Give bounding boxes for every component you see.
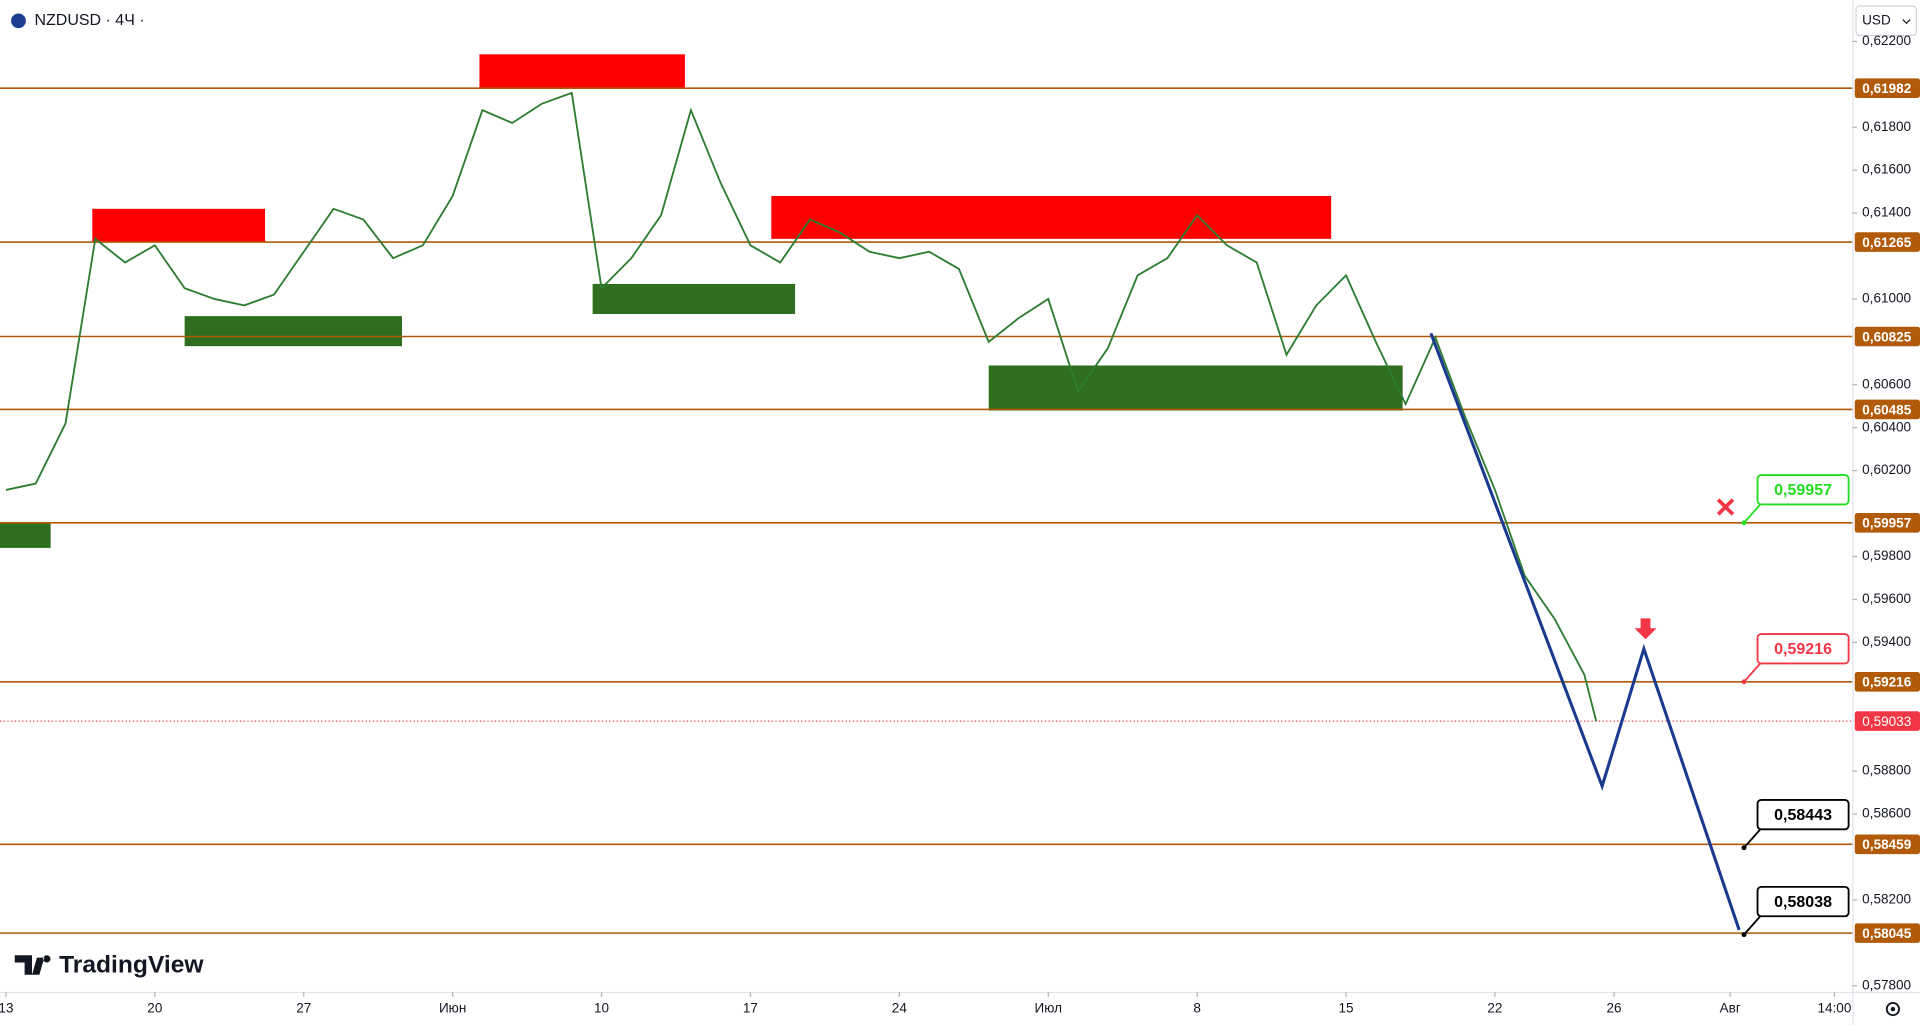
level-label: 0,59216	[1862, 675, 1911, 690]
symbol-flag	[11, 13, 26, 29]
cross-marker	[1716, 498, 1735, 516]
y-tick-label: 0,59800	[1862, 548, 1911, 563]
callout-box	[1756, 885, 1850, 918]
x-tick-label: 22	[1487, 1001, 1502, 1016]
callout-label: 0,59957	[1774, 482, 1832, 499]
currency-caret	[1902, 19, 1911, 25]
callout-box	[1756, 633, 1850, 665]
currency-label[interactable]: USD	[1862, 12, 1891, 27]
callout-box	[1756, 799, 1850, 831]
y-tick-label: 0,59600	[1862, 591, 1911, 606]
x-tick-label: 8	[1193, 1001, 1201, 1016]
level-label-bg	[1854, 672, 1920, 692]
y-tick-label: 0,60400	[1862, 419, 1911, 434]
level-label-bg	[1854, 834, 1920, 855]
zone	[771, 195, 1332, 239]
callout-label: 0,58443	[1774, 807, 1832, 824]
currency-select[interactable]	[1855, 5, 1917, 37]
level-label-bg	[1854, 78, 1920, 99]
x-tick-label: 14:00	[1817, 1001, 1851, 1016]
zone	[184, 316, 403, 347]
callout-label: 0,59216	[1774, 641, 1832, 658]
callout-box	[1756, 474, 1850, 506]
callout-label: 0,58038	[1774, 894, 1832, 911]
price-line	[5, 91, 1598, 722]
y-tick-label: 0,61800	[1862, 119, 1911, 134]
projection-path	[1429, 332, 1741, 931]
x-tick-label: 15	[1339, 1001, 1354, 1016]
y-tick-label: 0,61000	[1862, 291, 1911, 306]
x-tick-label: 24	[892, 1001, 908, 1016]
x-tick-label: 26	[1607, 1001, 1622, 1016]
level-label-bg	[1854, 512, 1920, 533]
y-tick-label: 0,61600	[1862, 162, 1911, 177]
level-label: 0,58459	[1862, 837, 1911, 852]
level-label: 0,61265	[1862, 235, 1911, 250]
zone	[0, 522, 51, 548]
brand-icon	[14, 955, 51, 975]
zone	[479, 54, 685, 89]
symbol-title[interactable]: NZDUSD · 4Ч ·	[34, 12, 144, 29]
y-tick-label: 0,58200	[1862, 891, 1911, 906]
down-arrow-marker	[1634, 618, 1657, 640]
level-label-bg	[1854, 399, 1920, 420]
level-label: 0,61982	[1862, 81, 1911, 96]
y-tick-label: 0,58800	[1862, 763, 1911, 778]
x-tick-label: 10	[594, 1001, 609, 1016]
y-tick-label: 0,61400	[1862, 205, 1911, 220]
x-tick-label: 13	[0, 1001, 13, 1016]
brand-logo[interactable]: TradingView	[14, 952, 205, 979]
gear-icon	[1885, 1002, 1901, 1017]
last-price-bg	[1854, 711, 1920, 731]
y-tick-label: 0,58600	[1862, 806, 1911, 821]
zone	[92, 208, 266, 243]
x-tick-label: Авг	[1720, 1001, 1741, 1016]
zone	[592, 283, 796, 314]
plot-area	[0, 54, 1853, 934]
x-tick-label: Июл	[1035, 1001, 1062, 1016]
level-label-bg	[1854, 326, 1920, 347]
y-tick-label: 0,62200	[1862, 33, 1911, 48]
brand-name: TradingView	[59, 952, 204, 979]
y-tick-label: 0,57800	[1862, 977, 1911, 992]
x-tick-label: 27	[296, 1001, 311, 1016]
level-label-bg	[1854, 232, 1920, 252]
level-label: 0,60825	[1862, 329, 1911, 344]
y-tick-label: 0,59400	[1862, 634, 1911, 649]
y-tick-label: 0,60600	[1862, 376, 1911, 391]
level-label: 0,58045	[1862, 926, 1911, 941]
x-tick-label: 20	[147, 1001, 162, 1016]
level-label: 0,60485	[1862, 402, 1911, 417]
level-label-bg	[1854, 923, 1920, 943]
gear-center	[1890, 1006, 1896, 1012]
last-price-label: 0,59033	[1862, 714, 1911, 729]
level-label: 0,59957	[1862, 516, 1911, 531]
y-tick-label: 0,60200	[1862, 462, 1911, 477]
settings-button[interactable]	[1885, 1002, 1901, 1017]
x-tick-label: Июн	[439, 1001, 466, 1016]
x-tick-label: 17	[743, 1001, 758, 1016]
zone	[988, 365, 1403, 411]
